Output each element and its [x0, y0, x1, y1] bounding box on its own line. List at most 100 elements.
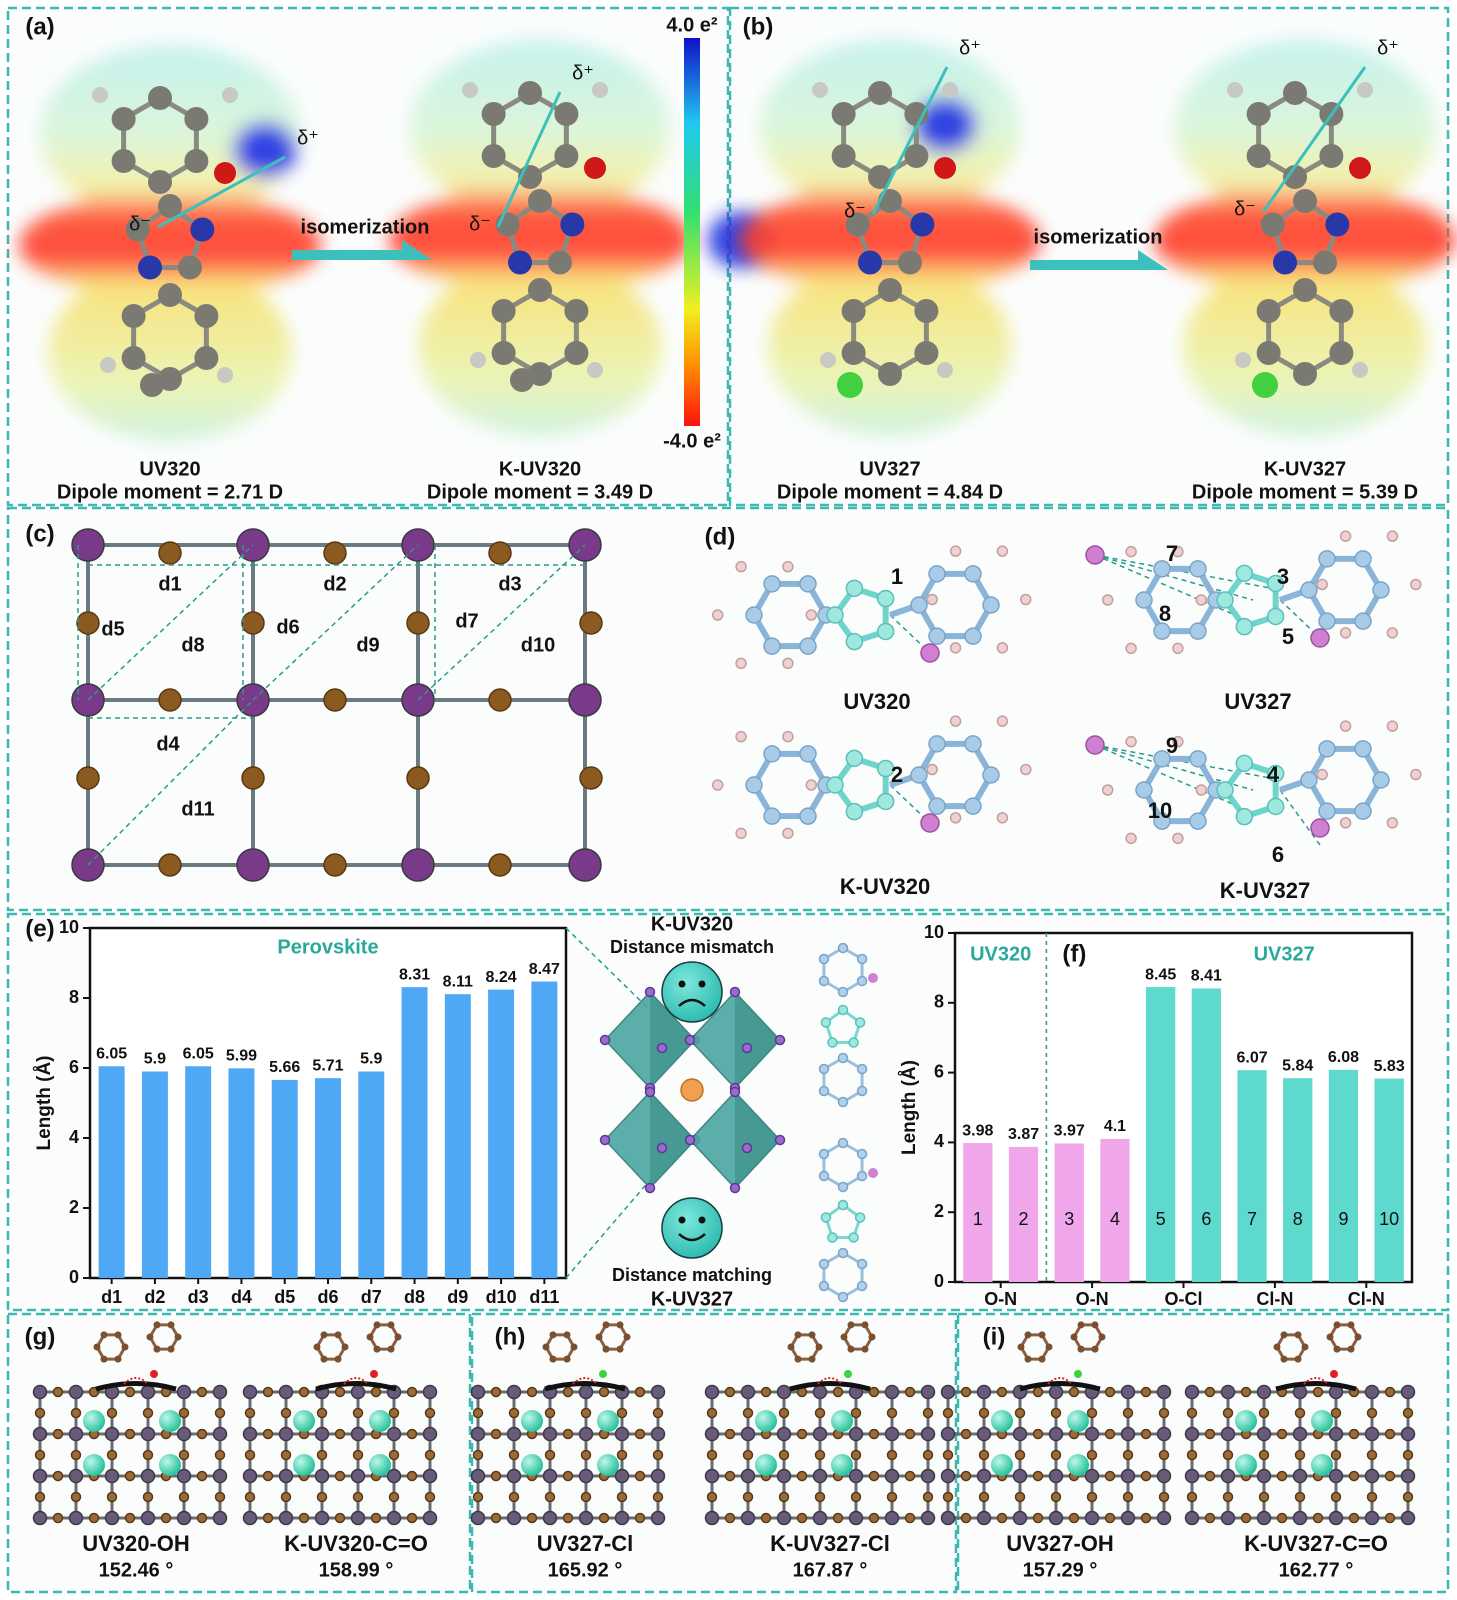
- atom: [614, 1510, 630, 1526]
- y-tick-label: 10: [59, 917, 79, 937]
- atom: [190, 217, 215, 242]
- bar: [1374, 1078, 1404, 1282]
- atom: [735, 827, 747, 840]
- atom: [623, 1333, 631, 1341]
- atom: [570, 1343, 578, 1351]
- atom: [1400, 1468, 1416, 1484]
- atom: [706, 1449, 718, 1461]
- structure-name: UV327-OH: [1006, 1531, 1114, 1556]
- atom: [1086, 1491, 1098, 1503]
- atom: [599, 1134, 611, 1146]
- atom: [1384, 1428, 1396, 1440]
- atom: [928, 627, 946, 645]
- atom: [1301, 1343, 1309, 1351]
- atom: [178, 1491, 190, 1503]
- atom: [140, 1510, 156, 1526]
- dipole-arrow: [1261, 66, 1367, 213]
- value-label: 5.9: [360, 1051, 382, 1068]
- atom: [1283, 165, 1307, 189]
- atom: [837, 1004, 849, 1016]
- atom: [1045, 1343, 1053, 1351]
- atom: [547, 250, 572, 275]
- atom: [104, 1426, 120, 1442]
- atom: [960, 1386, 972, 1398]
- distance-line: [1279, 789, 1321, 846]
- atom: [831, 144, 856, 168]
- atom: [146, 1333, 154, 1341]
- atom: [1122, 1449, 1134, 1461]
- atom: [323, 688, 347, 712]
- atom: [711, 609, 724, 621]
- atom: [334, 1428, 346, 1440]
- atom: [1319, 144, 1344, 168]
- atom: [34, 1449, 46, 1461]
- esp-lobe: [1183, 260, 1427, 436]
- delta-plus: δ⁺: [959, 37, 981, 59]
- atom: [1235, 352, 1251, 368]
- atom: [850, 1491, 862, 1503]
- atom: [837, 1181, 849, 1193]
- atom: [598, 1386, 610, 1398]
- atom: [837, 1247, 849, 1259]
- atom: [742, 1407, 754, 1419]
- atom: [93, 1343, 101, 1351]
- atom: [424, 1491, 436, 1503]
- atom: [940, 1510, 956, 1526]
- x-tick-label: d3: [188, 1287, 209, 1307]
- y-tick-label: 10: [924, 922, 944, 942]
- atom: [526, 1512, 538, 1524]
- atom: [1339, 627, 1352, 639]
- atom: [563, 1355, 571, 1363]
- atom: [1014, 1449, 1026, 1461]
- atom: [1339, 720, 1352, 732]
- atom: [742, 1491, 754, 1503]
- value-label: 4.1: [1104, 1118, 1126, 1135]
- atom: [262, 1386, 274, 1398]
- atom: [796, 1470, 808, 1482]
- atom: [1384, 1512, 1396, 1524]
- delta-minus: δ⁻: [469, 213, 491, 235]
- atom: [602, 1321, 610, 1329]
- atom: [386, 1510, 402, 1526]
- atom: [1235, 617, 1254, 636]
- atom: [868, 1470, 880, 1482]
- atom: [1364, 1468, 1380, 1484]
- atom: [587, 362, 603, 378]
- atom: [776, 1510, 792, 1526]
- atom: [634, 1386, 646, 1398]
- atom: [1014, 1407, 1026, 1419]
- atom: [1292, 1468, 1308, 1484]
- atom: [1348, 1428, 1360, 1440]
- molecule-name: UV327: [1224, 689, 1291, 714]
- bar: [141, 1071, 168, 1278]
- atom: [1328, 1510, 1344, 1526]
- atom: [262, 1512, 274, 1524]
- molecule-name: UV320: [139, 458, 200, 480]
- atom: [818, 1148, 830, 1160]
- bar: [358, 1071, 385, 1278]
- angle-label: 162.77 °: [1279, 1559, 1354, 1581]
- atom: [729, 1182, 741, 1194]
- atom: [580, 1491, 592, 1503]
- value-label: 3.98: [962, 1122, 993, 1139]
- atom: [352, 1449, 364, 1461]
- atom: [1293, 278, 1317, 302]
- atom: [940, 1384, 956, 1400]
- atom: [1122, 1491, 1134, 1503]
- atom: [88, 1512, 100, 1524]
- atom: [564, 299, 589, 323]
- atom: [704, 1510, 720, 1526]
- atom: [1256, 1384, 1272, 1400]
- atom: [52, 1470, 64, 1482]
- atom: [1256, 1426, 1272, 1442]
- atom: [1222, 1407, 1234, 1419]
- atom: [83, 1454, 105, 1476]
- atom: [960, 1470, 972, 1482]
- atom: [812, 1384, 828, 1400]
- atom: [740, 1510, 756, 1526]
- atom: [222, 87, 238, 103]
- atom: [542, 1426, 558, 1442]
- atom: [1402, 1491, 1414, 1503]
- bar: [1100, 1138, 1130, 1282]
- atom: [1310, 818, 1330, 838]
